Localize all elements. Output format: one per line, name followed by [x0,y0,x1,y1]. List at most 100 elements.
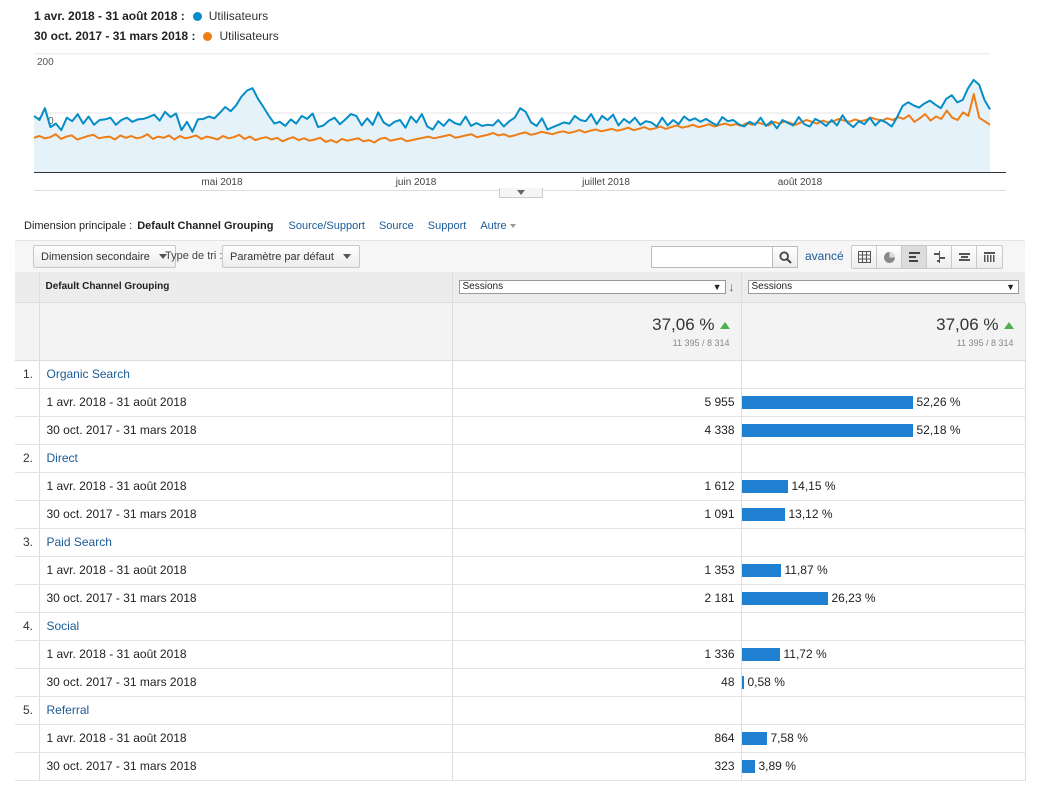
primary-dimension-bar: Dimension principale : Default Channel G… [24,218,516,234]
share-bar [741,731,767,745]
chart-legend: 1 avr. 2018 - 31 août 2018 : Utilisateur… [34,6,279,46]
legend-date: 1 avr. 2018 - 31 août 2018 : [34,9,185,23]
channel-link[interactable]: Social [38,612,452,641]
view-comparison-button[interactable] [927,246,952,268]
view-performance-button[interactable] [902,246,927,268]
share-pct: 0,58 % [747,675,785,689]
header-dimension[interactable]: Default Channel Grouping [38,272,452,303]
view-data-table-button[interactable] [852,246,877,268]
metric-1-label: Sessions [462,281,504,293]
table-view-switcher [851,245,1003,269]
group-metric-1-empty [451,444,741,473]
chevron-down-icon [517,190,525,195]
arrow-up-icon [1003,322,1014,329]
share-pct: 11,72 % [783,647,827,661]
secondary-dimension-dropdown[interactable]: Dimension secondaire [33,245,176,268]
row-index-empty [15,752,39,781]
row-index-empty [15,724,39,753]
sessions-share-cell: 52,18 % [740,416,1026,445]
table-search-input[interactable] [651,246,773,268]
series-area [34,79,990,172]
table-row: 1 avr. 2018 - 31 août 2018 1 612 14,15 % [15,472,1026,501]
table-group-row: 3. Paid Search [15,528,1026,557]
sessions-value: 864 [451,724,741,753]
share-bar [741,591,828,605]
channel-link[interactable]: Paid Search [38,528,452,557]
dimension-link-medium[interactable]: Support [427,220,467,232]
legend-series-name: Utilisateurs [219,29,279,43]
dimension-other-label: Autre [480,220,507,232]
bar-rows-icon [908,252,920,262]
search-button[interactable] [772,246,798,268]
legend-dot [203,31,213,41]
sessions-value: 1 353 [451,556,741,585]
view-pie-button[interactable] [877,246,902,268]
dimension-link-source-medium[interactable]: Source/Support [288,220,365,232]
date-range-label: 30 oct. 2017 - 31 mars 2018 [38,500,452,529]
dimension-other-dropdown[interactable]: Autre [480,220,516,232]
dimension-link-source[interactable]: Source [378,220,414,232]
sessions-share-cell: 11,87 % [740,556,1026,585]
share-bar [741,675,744,689]
sessions-value: 323 [451,752,741,781]
group-metric-1-empty [451,612,741,641]
totals-metric-2-pct: 37,06 % [936,314,999,334]
series-line-current[interactable] [33,78,991,133]
view-term-cloud-button[interactable] [952,246,977,268]
primary-dimension-active: Default Channel Grouping [137,220,274,232]
triangle-down-icon: ▼ [712,281,722,292]
group-metric-2-empty [740,528,1026,557]
share-pct: 11,87 % [784,563,828,577]
group-metric-1-empty [451,696,741,725]
share-pct: 14,15 % [791,479,836,493]
share-pct: 52,26 % [916,395,961,409]
table-row: 30 oct. 2017 - 31 mars 2018 4 338 52,18 % [15,416,1026,445]
sessions-share-cell: 7,58 % [740,724,1026,753]
metric-2-label: Sessions [751,281,793,293]
y-tick-label: 200 [37,57,54,68]
chart-collapse-toggle[interactable] [499,188,543,198]
legend-date: 30 oct. 2017 - 31 mars 2018 : [34,29,196,43]
row-index-empty [15,640,39,669]
sessions-share-cell: 0,58 % [740,668,1026,697]
share-pct: 13,12 % [788,507,833,521]
sort-type-dropdown[interactable]: Paramètre par défaut [222,245,360,268]
date-range-label: 30 oct. 2017 - 31 mars 2018 [38,668,452,697]
row-index-empty [15,416,39,445]
advanced-filter-link[interactable]: avancé [805,249,844,263]
row-index-empty [15,668,39,697]
share-bar [741,479,788,493]
row-index-empty [15,500,39,529]
view-pivot-button[interactable] [977,246,1002,268]
primary-dimension-label: Dimension principale : [24,220,133,232]
sort-descending-icon[interactable]: ↓ [728,279,735,294]
explorer-table: Default Channel Grouping Sessions ▼ ↓ Ses… [15,272,1026,781]
metric-1-select[interactable]: Sessions ▼ [458,279,726,294]
metric-2-select[interactable]: Sessions ▼ [747,279,1019,294]
group-metric-2-empty [740,360,1026,389]
table-row: 30 oct. 2017 - 31 mars 2018 323 3,89 % [15,752,1026,781]
sessions-share-cell: 13,12 % [740,500,1026,529]
channel-link[interactable]: Organic Search [38,360,452,389]
table-header-row: Default Channel Grouping Sessions ▼ ↓ Ses… [15,272,1025,303]
table-group-row: 4. Social [15,612,1026,641]
channel-link[interactable]: Referral [38,696,452,725]
sessions-share-cell: 3,89 % [740,752,1026,781]
sessions-share-cell: 26,23 % [740,584,1026,613]
date-range-label: 1 avr. 2018 - 31 août 2018 [38,724,452,753]
channel-link[interactable]: Direct [38,444,452,473]
share-bar [741,647,780,661]
totals-metric-2: 37,06 % 11 395 / 8 314 [740,302,1026,361]
sessions-value: 48 [451,668,741,697]
sessions-value: 1 612 [451,472,741,501]
sessions-value: 2 181 [451,584,741,613]
table-group-row: 1. Organic Search [15,360,1026,389]
date-range-label: 30 oct. 2017 - 31 mars 2018 [38,584,452,613]
date-range-label: 1 avr. 2018 - 31 août 2018 [38,640,452,669]
group-metric-2-empty [740,444,1026,473]
share-pct: 26,23 % [831,591,876,605]
row-index: 2. [15,444,39,473]
date-range-label: 30 oct. 2017 - 31 mars 2018 [38,752,452,781]
sessions-value: 1 091 [451,500,741,529]
